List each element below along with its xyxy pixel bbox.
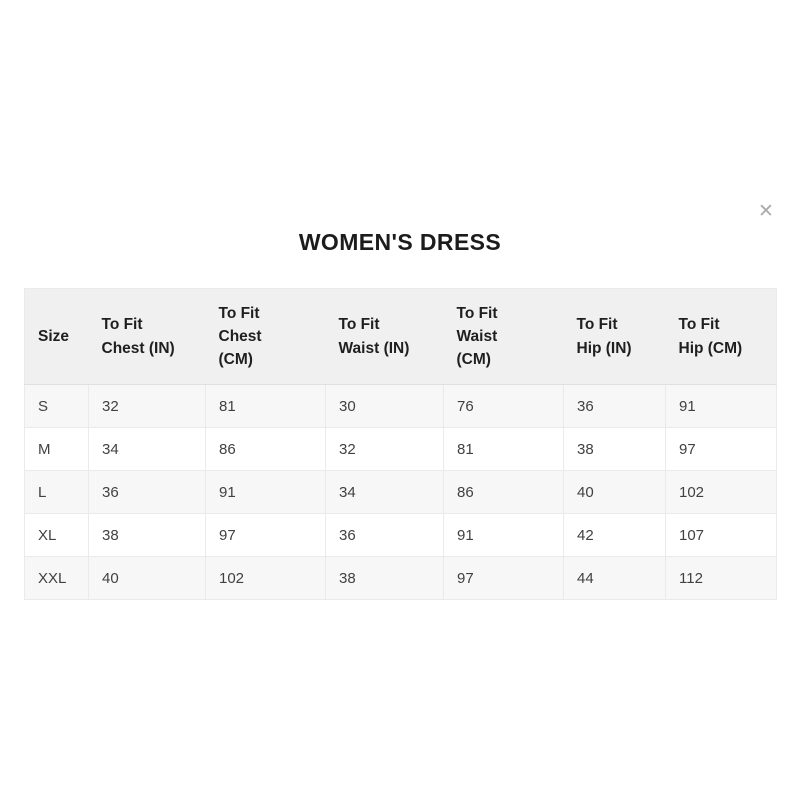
value-cell: 34 — [325, 470, 444, 514]
column-header-hip-in: To Fit Hip (IN) — [563, 288, 666, 385]
table-row-s: S 32 81 30 76 36 91 — [24, 384, 777, 428]
column-header-size: Size — [24, 288, 89, 385]
value-cell: 38 — [563, 427, 666, 471]
value-cell: 38 — [325, 556, 444, 600]
value-cell: 86 — [205, 427, 326, 471]
size-cell: S — [24, 384, 89, 428]
value-cell: 86 — [443, 470, 564, 514]
table-row-m: M 34 86 32 81 38 97 — [24, 427, 777, 471]
column-header-hip-cm: To Fit Hip (CM) — [665, 288, 777, 385]
value-cell: 36 — [325, 513, 444, 557]
value-cell: 40 — [88, 556, 206, 600]
value-cell: 36 — [88, 470, 206, 514]
value-cell: 34 — [88, 427, 206, 471]
value-cell: 102 — [665, 470, 777, 514]
value-cell: 91 — [205, 470, 326, 514]
page-title: WOMEN'S DRESS — [298, 229, 502, 255]
value-cell: 32 — [88, 384, 206, 428]
table-row-xl: XL 38 97 36 91 42 107 — [24, 513, 777, 557]
value-cell: 81 — [443, 427, 564, 471]
value-cell: 91 — [443, 513, 564, 557]
column-header-chest-cm: To Fit Chest (CM) — [205, 288, 326, 385]
column-header-waist-cm: To Fit Waist (CM) — [443, 288, 564, 385]
column-header-chest-in: To Fit Chest (IN) — [88, 288, 206, 385]
value-cell: 97 — [443, 556, 564, 600]
value-cell: 42 — [563, 513, 666, 557]
size-cell: XL — [24, 513, 89, 557]
column-header-waist-in: To Fit Waist (IN) — [325, 288, 444, 385]
size-cell: M — [24, 427, 89, 471]
value-cell: 30 — [325, 384, 444, 428]
size-cell: L — [24, 470, 89, 514]
table-row-xxl: XXL 40 102 38 97 44 112 — [24, 556, 777, 600]
value-cell: 107 — [665, 513, 777, 557]
value-cell: 97 — [205, 513, 326, 557]
value-cell: 32 — [325, 427, 444, 471]
value-cell: 38 — [88, 513, 206, 557]
value-cell: 36 — [563, 384, 666, 428]
close-icon[interactable]: ✕ — [752, 198, 780, 226]
header-row: Size To Fit Chest (IN) To Fit Chest (CM)… — [24, 288, 777, 385]
value-cell: 112 — [665, 556, 777, 600]
value-cell: 44 — [563, 556, 666, 600]
value-cell: 91 — [665, 384, 777, 428]
value-cell: 40 — [563, 470, 666, 514]
value-cell: 76 — [443, 384, 564, 428]
value-cell: 81 — [205, 384, 326, 428]
table-row-l: L 36 91 34 86 40 102 — [24, 470, 777, 514]
size-chart-table: Size To Fit Chest (IN) To Fit Chest (CM)… — [24, 288, 777, 600]
value-cell: 102 — [205, 556, 326, 600]
size-cell: XXL — [24, 556, 89, 600]
value-cell: 97 — [665, 427, 777, 471]
